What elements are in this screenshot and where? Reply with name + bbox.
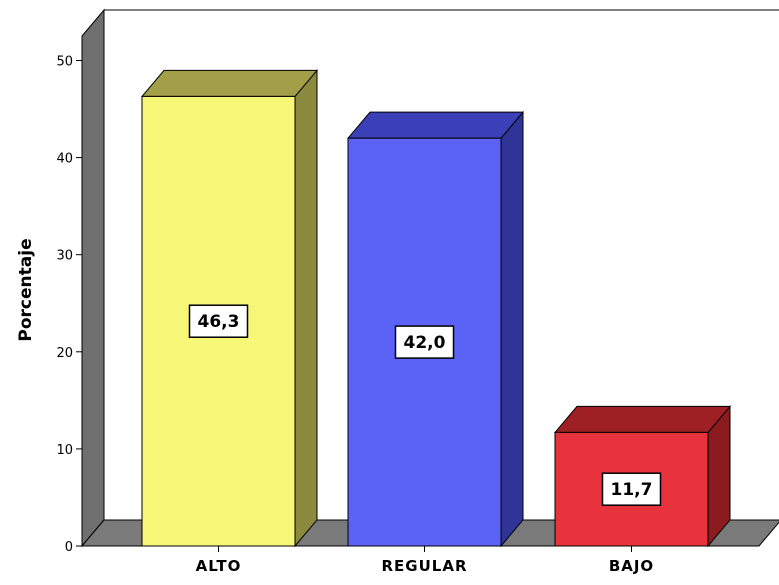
y-axis-title: Porcentaje [16,238,36,341]
bar-regular: 42,0 [346,110,525,548]
side-wall [81,8,105,548]
bar-bajo: 11,7 [553,405,732,548]
y-tick-label: 30 [56,249,73,264]
x-tick-label: REGULAR [381,557,467,575]
data-label: 42,0 [404,333,446,353]
y-tick-label: 50 [56,55,73,70]
data-label-box [601,472,662,506]
y-tick-label: 10 [56,443,73,458]
x-tick-label: ALTO [196,557,242,575]
bar-top [140,69,319,97]
y-axis: 0 10 20 30 40 50 [56,52,83,555]
bar-top [553,405,732,433]
bar-top [346,111,525,139]
y-tick-label: 20 [56,346,73,361]
bar-alto: 46,3 [140,69,319,548]
x-axis: ALTO REGULAR BAJO [82,545,759,575]
x-tick-label: BAJO [609,557,654,575]
y-tick-label: 40 [56,152,73,167]
y-tick-label: 0 [65,540,73,555]
bar-side [294,69,318,548]
data-label-box [394,325,455,359]
data-label: 46,3 [198,312,240,332]
data-label-box [188,304,249,338]
bar-side [500,110,524,548]
bars: 46,3 42,0 11,7 [140,69,732,548]
data-label: 11,7 [611,480,653,500]
